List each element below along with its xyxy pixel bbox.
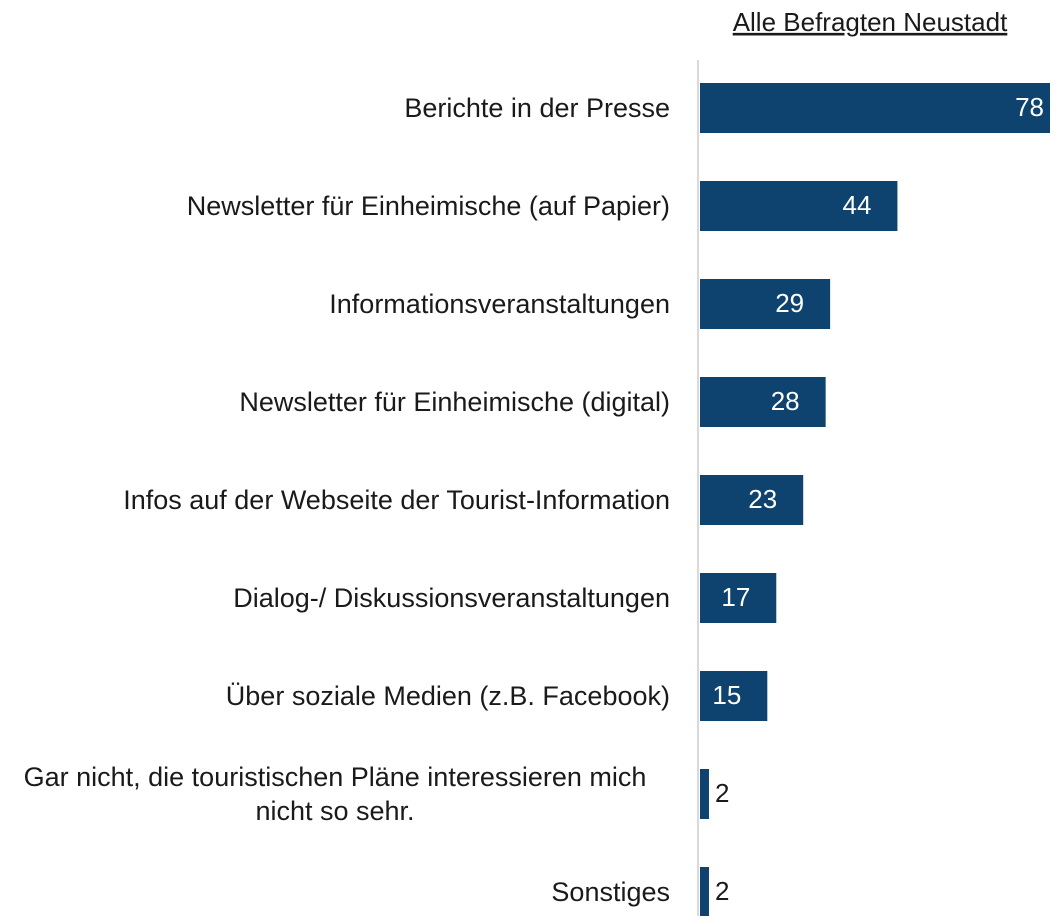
category-text: Berichte in der Presse	[404, 93, 670, 123]
bar	[700, 377, 826, 427]
bar	[700, 83, 1050, 133]
category-label: Berichte in der Presse	[0, 91, 670, 125]
bar	[700, 279, 831, 329]
value-label: 2	[715, 778, 729, 808]
category-label: Sonstiges	[0, 875, 670, 909]
value-label: 23	[748, 484, 777, 514]
bar	[700, 573, 777, 623]
category-label: Gar nicht, die touristischen Pläne inter…	[0, 760, 670, 828]
category-text: Newsletter für Einheimische (auf Papier)	[186, 191, 670, 221]
value-label: 17	[721, 582, 750, 612]
value-label: 2	[715, 876, 729, 906]
category-text: Dialog-/ Diskussionsveranstaltungen	[233, 583, 670, 613]
category-label: Informationsveranstaltungen	[0, 287, 670, 321]
bar	[700, 769, 709, 819]
category-label: Über soziale Medien (z.B. Facebook)	[0, 679, 670, 713]
bar	[700, 181, 898, 231]
value-label: 15	[712, 680, 741, 710]
category-text: Infos auf der Webseite der Tourist-Infor…	[123, 485, 670, 515]
value-label: 28	[771, 386, 800, 416]
category-text: Newsletter für Einheimische (digital)	[239, 387, 670, 417]
category-label: Dialog-/ Diskussionsveranstaltungen	[0, 581, 670, 615]
value-label: 29	[775, 288, 804, 318]
category-text: Gar nicht, die touristischen Pläne inter…	[23, 762, 647, 826]
category-label: Newsletter für Einheimische (digital)	[0, 385, 670, 419]
chart-title: Alle Befragten Neustadt	[733, 7, 1008, 37]
category-label: Newsletter für Einheimische (auf Papier)	[0, 189, 670, 223]
category-text: Informationsveranstaltungen	[329, 289, 670, 319]
bar	[700, 475, 804, 525]
bar	[700, 867, 709, 916]
bar	[700, 671, 768, 721]
category-label: Infos auf der Webseite der Tourist-Infor…	[0, 483, 670, 517]
category-text: Sonstiges	[551, 877, 670, 907]
value-label: 78	[1015, 92, 1044, 122]
category-text: Über soziale Medien (z.B. Facebook)	[225, 681, 670, 711]
value-label: 44	[843, 190, 872, 220]
